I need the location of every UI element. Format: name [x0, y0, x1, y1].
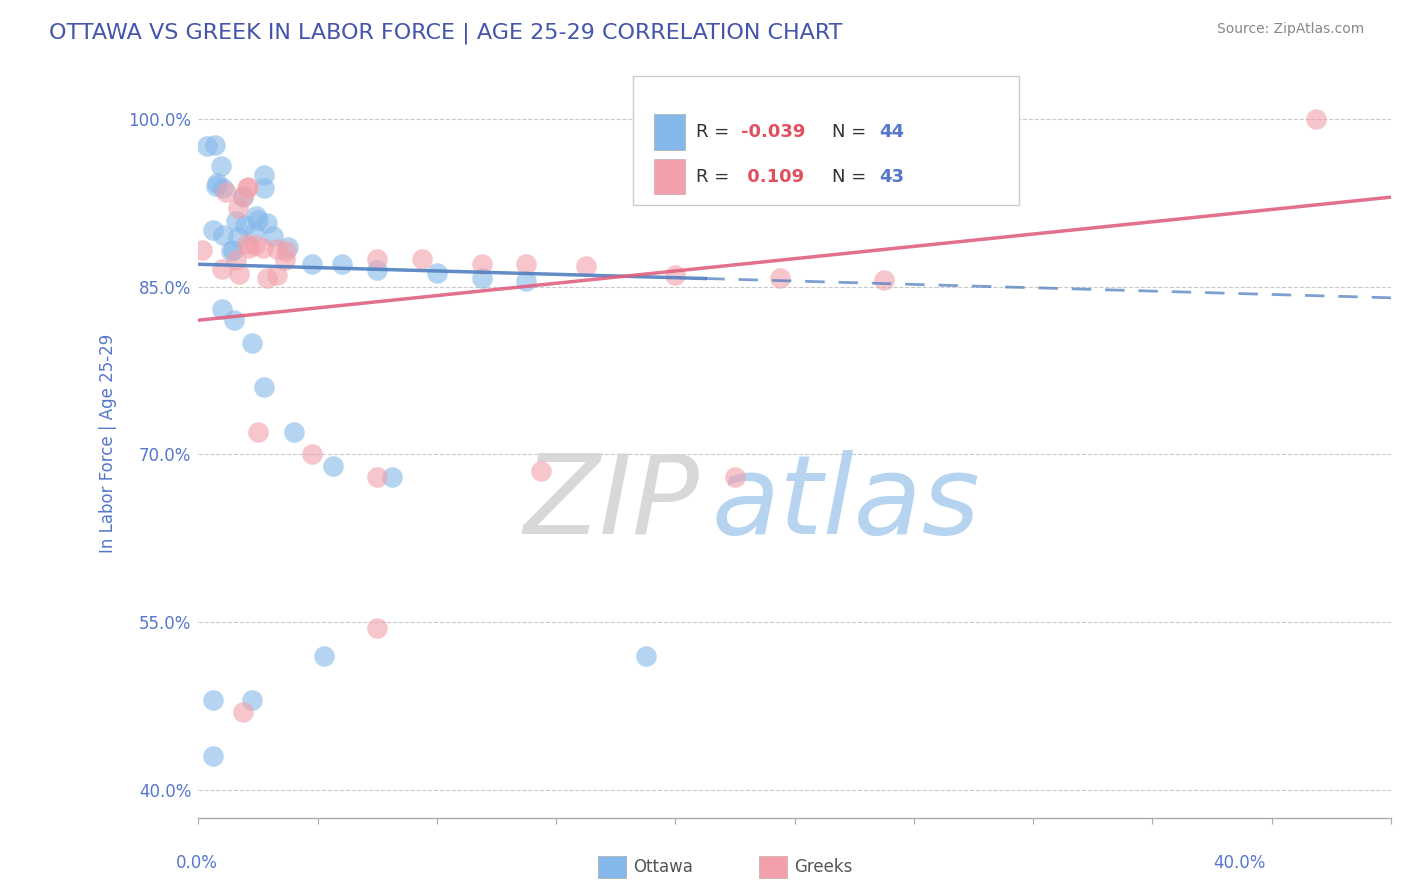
Point — [247, 425, 270, 439]
Point — [202, 693, 225, 707]
Point — [515, 274, 537, 288]
Point — [256, 271, 278, 285]
Point — [225, 252, 247, 267]
Text: N =: N = — [832, 168, 872, 186]
Text: ZIP: ZIP — [523, 450, 699, 557]
Point — [330, 257, 353, 271]
Point — [235, 236, 257, 251]
Point — [224, 313, 246, 327]
Text: R =: R = — [696, 123, 735, 141]
Point — [240, 335, 263, 350]
Text: OTTAWA VS GREEK IN LABOR FORCE | AGE 25-29 CORRELATION CHART: OTTAWA VS GREEK IN LABOR FORCE | AGE 25-… — [49, 22, 842, 44]
Point — [262, 229, 284, 244]
Point — [366, 621, 388, 635]
Point — [233, 218, 256, 232]
Text: -0.039: -0.039 — [741, 123, 806, 141]
Text: 44: 44 — [879, 123, 904, 141]
Point — [226, 202, 249, 216]
Point — [195, 138, 218, 153]
Text: 0.109: 0.109 — [741, 168, 804, 186]
Point — [211, 181, 233, 195]
Point — [209, 159, 232, 173]
Point — [515, 257, 537, 271]
Point — [191, 244, 214, 258]
Point — [277, 240, 299, 254]
Point — [253, 181, 276, 195]
Point — [201, 223, 224, 237]
Point — [205, 178, 228, 193]
Point — [724, 470, 747, 484]
Text: Greeks: Greeks — [794, 858, 853, 876]
Point — [301, 447, 323, 461]
Point — [211, 227, 233, 242]
Point — [202, 749, 225, 764]
Text: 0.0%: 0.0% — [176, 855, 218, 872]
Point — [312, 648, 335, 663]
Point — [232, 189, 254, 203]
Point — [664, 268, 686, 283]
Point — [215, 185, 238, 199]
Point — [240, 693, 263, 707]
Y-axis label: In Labor Force | Age 25-29: In Labor Force | Age 25-29 — [100, 334, 117, 553]
Point — [471, 257, 494, 271]
Point — [243, 237, 266, 252]
Point — [366, 252, 388, 266]
Point — [253, 380, 276, 394]
Point — [1305, 112, 1327, 126]
Point — [204, 138, 226, 153]
Point — [228, 230, 250, 244]
Point — [253, 168, 276, 182]
Text: R =: R = — [696, 168, 735, 186]
Point — [225, 214, 247, 228]
Point — [411, 252, 433, 266]
Text: N =: N = — [832, 123, 872, 141]
Point — [873, 273, 896, 287]
Point — [266, 242, 288, 256]
Point — [252, 241, 274, 255]
Point — [634, 648, 657, 663]
Point — [256, 216, 278, 230]
Text: 40.0%: 40.0% — [1213, 855, 1265, 872]
Point — [211, 261, 233, 276]
Point — [426, 266, 449, 280]
Point — [530, 464, 553, 478]
Point — [243, 225, 266, 239]
Point — [207, 176, 229, 190]
Point — [247, 212, 270, 227]
Text: Ottawa: Ottawa — [633, 858, 693, 876]
Point — [238, 180, 260, 194]
Point — [238, 241, 260, 255]
Point — [301, 257, 323, 271]
Text: atlas: atlas — [711, 450, 980, 557]
Point — [283, 425, 305, 439]
Point — [228, 268, 250, 282]
Point — [769, 270, 792, 285]
Point — [381, 470, 404, 484]
Point — [245, 210, 267, 224]
Point — [274, 244, 297, 258]
Point — [211, 301, 233, 316]
Point — [274, 253, 297, 268]
Point — [232, 705, 254, 719]
Point — [219, 244, 242, 258]
Point — [575, 260, 598, 274]
Text: 43: 43 — [879, 168, 904, 186]
Point — [236, 180, 259, 194]
Point — [266, 268, 288, 282]
Point — [366, 263, 388, 277]
Point — [222, 244, 245, 258]
Point — [232, 190, 254, 204]
Text: Source: ZipAtlas.com: Source: ZipAtlas.com — [1216, 22, 1364, 37]
Point — [471, 270, 494, 285]
Point — [366, 470, 388, 484]
Point — [322, 458, 344, 473]
